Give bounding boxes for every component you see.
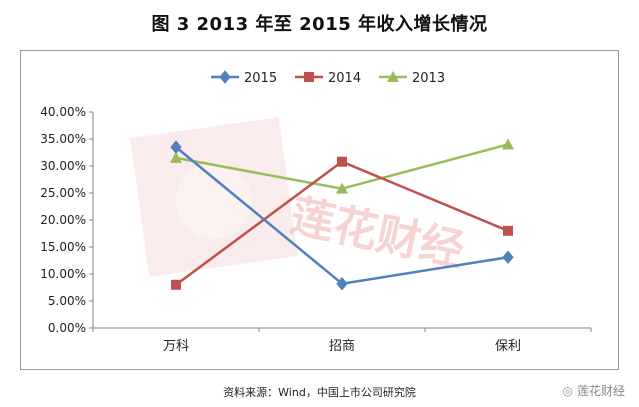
data-point-2013 [502,138,514,150]
chart-legend: 2015 2014 2013 [211,70,445,86]
y-tick-label: 5.00% [48,294,86,308]
legend-label: 2014 [328,71,361,86]
legend-item-2014: 2014 [295,71,361,86]
y-tick-label: 15.00% [40,240,86,254]
y-tick-label: 20.00% [40,213,86,227]
wechat-icon: ◎ [562,384,573,398]
brand-mark: ◎ 莲花财经 [563,382,626,399]
watermark: 莲花财经 [129,117,469,277]
series-layer [170,138,514,291]
data-point-2013 [336,182,348,194]
chart-frame: 莲花财经 0.00% 5.00% 10.00% 15.00% 20.00% 25.00% 3… [20,50,619,370]
legend-label: 2013 [412,71,445,86]
x-tick-label: 招商 [329,339,355,354]
y-tick-label: 25.00% [40,186,86,200]
source-note: 资料来源：Wind，中国上市公司研究院 [223,386,416,399]
y-tick-label: 0.00% [48,321,86,335]
series-2014 [171,156,513,290]
watermark-flower-icon [129,117,299,277]
legend-label: 2015 [244,71,277,86]
legend-marker [304,72,314,82]
chart-axes: 0.00% 5.00% 10.00% 15.00% 20.00% 25.00% 30.00%… [40,105,592,354]
y-tick-label: 10.00% [40,267,86,281]
chart-title: 图 3 2013 年至 2015 年收入增长情况 [151,14,488,35]
y-tick-label: 40.00% [40,105,86,119]
y-tick-label: 35.00% [40,132,86,146]
x-tick-label: 保利 [495,339,521,354]
data-point-2014 [337,156,347,167]
x-tick-label: 万科 [163,339,189,354]
data-point-2015 [502,250,514,265]
series-2015 [170,140,514,291]
legend-item-2015: 2015 [211,70,277,86]
watermark-lotus-icon [176,163,252,239]
brand-label: 莲花财经 [576,384,625,398]
y-tick-label: 30.00% [40,159,86,173]
data-point-2015 [170,140,182,154]
data-point-2014 [503,225,513,236]
data-point-2015 [336,276,348,291]
legend-item-2013: 2013 [379,71,445,86]
data-point-2014 [171,279,181,290]
line-chart: 莲花财经 0.00% 5.00% 10.00% 15.00% 20.00% 25.00% 3… [40,70,592,354]
legend-marker [387,71,399,82]
data-point-2013 [170,151,182,163]
legend-marker [219,70,231,84]
series-2013 [170,138,514,194]
